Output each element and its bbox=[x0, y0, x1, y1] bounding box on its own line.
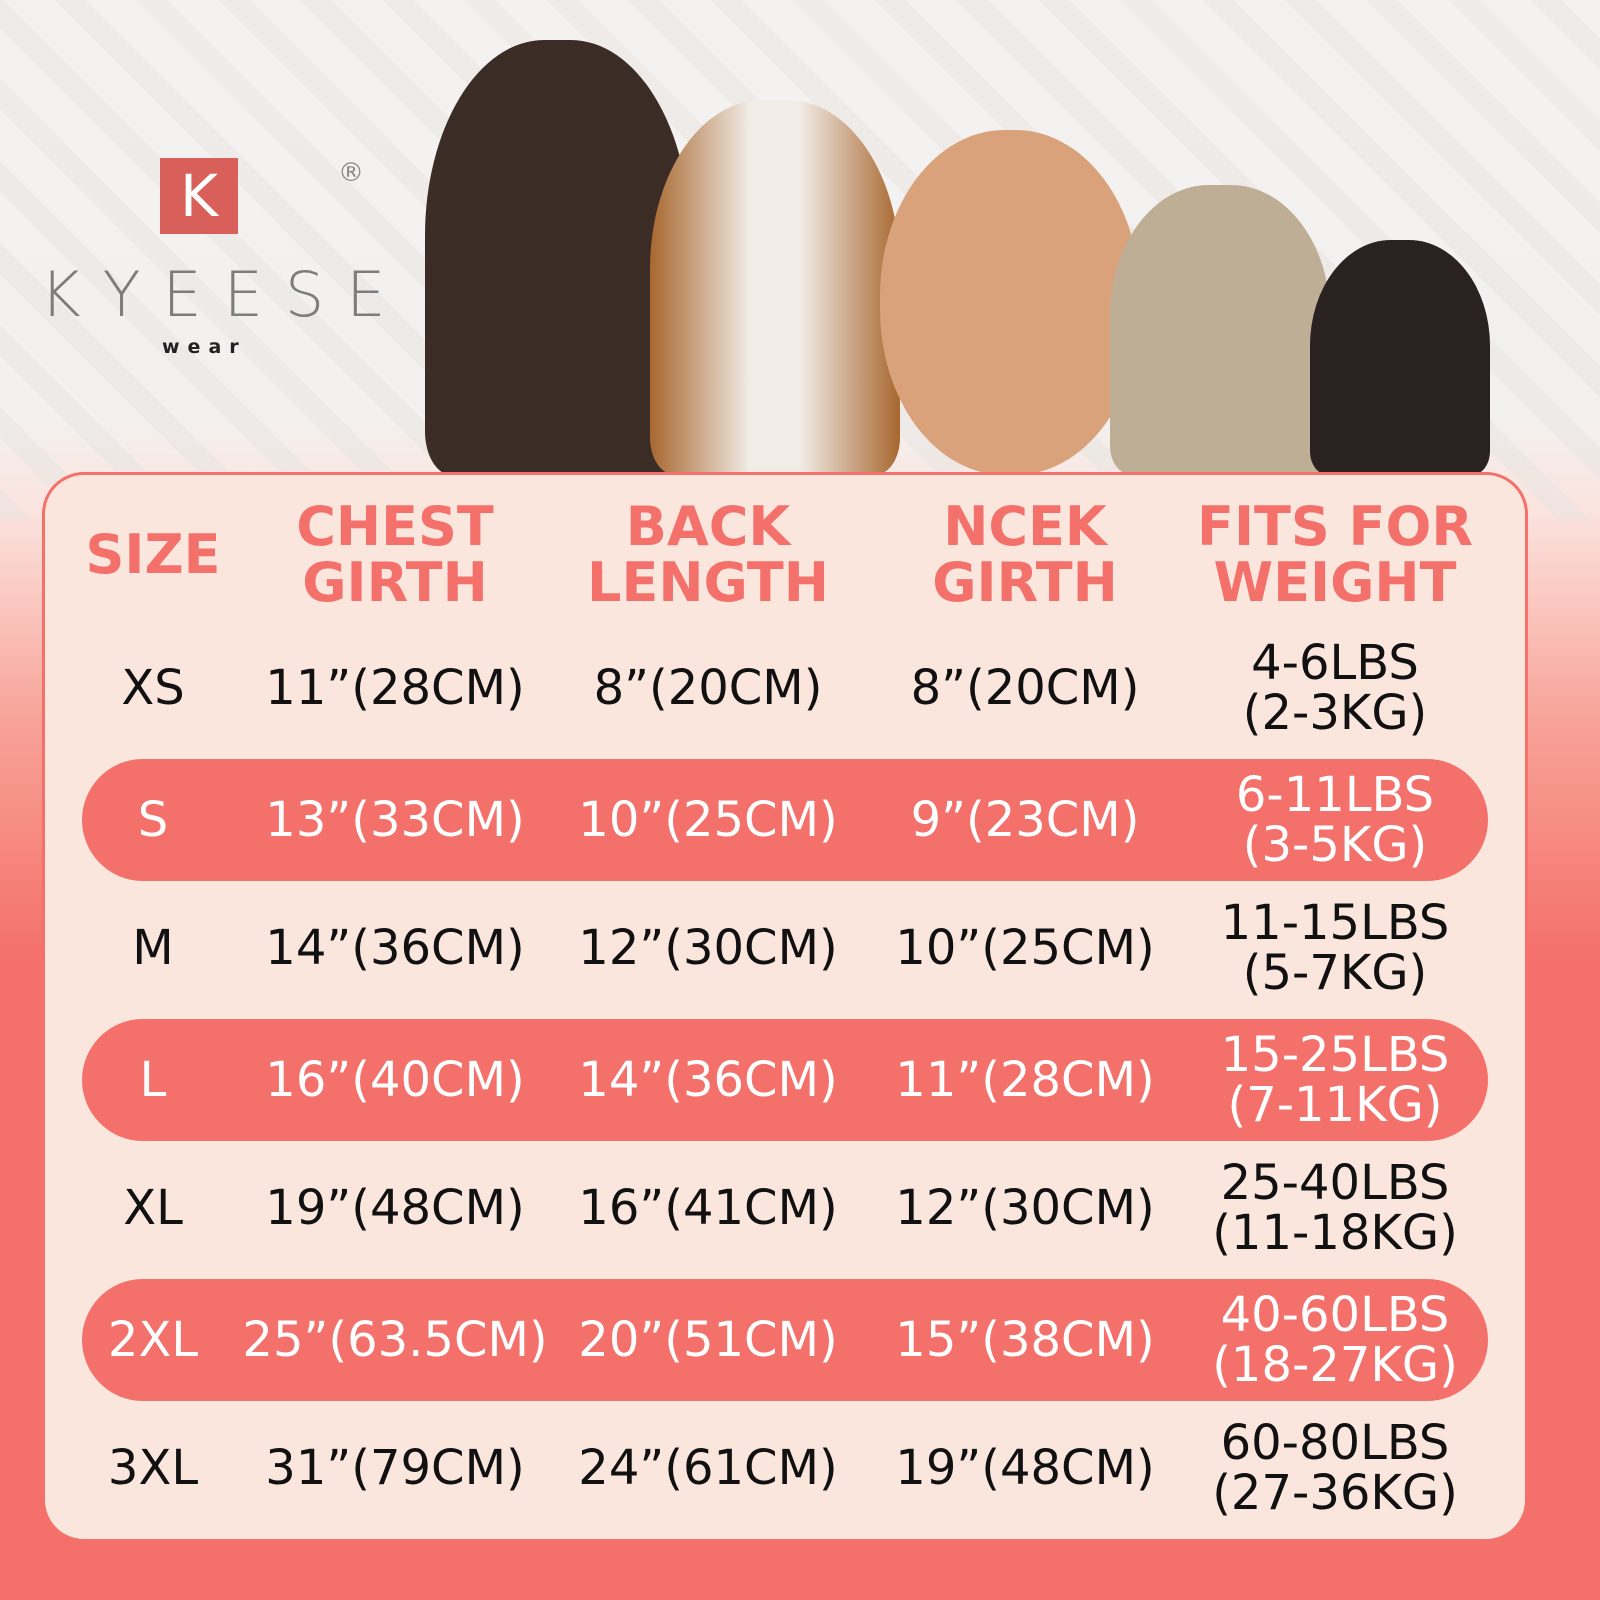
cell-weight: 60-80LBS (27-36KG) bbox=[1212, 1415, 1458, 1521]
registered-mark: ® bbox=[338, 158, 364, 188]
header-size: SIZE bbox=[85, 523, 221, 586]
cell-size: S bbox=[137, 792, 169, 848]
cell-back-length: 10”(25CM) bbox=[578, 792, 838, 848]
cell-neck-girth: 9”(23CM) bbox=[910, 792, 1140, 848]
cell-chest-girth: 13”(33CM) bbox=[265, 792, 525, 848]
cell-size: L bbox=[139, 1052, 167, 1108]
row-highlight bbox=[82, 759, 1488, 881]
row-highlight bbox=[82, 1279, 1488, 1401]
logo-mark: K bbox=[160, 158, 238, 234]
header-chest-girth: CHEST GIRTH bbox=[296, 495, 494, 614]
cell-chest-girth: 14”(36CM) bbox=[265, 920, 525, 976]
terrier-image bbox=[1110, 185, 1330, 475]
cell-neck-girth: 10”(25CM) bbox=[895, 920, 1155, 976]
cell-chest-girth: 25”(63.5CM) bbox=[242, 1312, 548, 1368]
cell-weight: 25-40LBS (11-18KG) bbox=[1212, 1155, 1458, 1261]
beagle-image bbox=[650, 100, 900, 475]
cell-weight: 6-11LBS (3-5KG) bbox=[1235, 767, 1435, 873]
cell-neck-girth: 8”(20CM) bbox=[910, 660, 1140, 716]
chihuahua-image bbox=[1310, 240, 1490, 475]
header-neck-girth: NCEK GIRTH bbox=[932, 495, 1118, 614]
doberman-image bbox=[425, 40, 690, 475]
cell-back-length: 16”(41CM) bbox=[578, 1180, 838, 1236]
cell-neck-girth: 15”(38CM) bbox=[895, 1312, 1155, 1368]
cell-back-length: 20”(51CM) bbox=[578, 1312, 838, 1368]
cell-size: 3XL bbox=[107, 1440, 199, 1496]
cell-back-length: 8”(20CM) bbox=[593, 660, 823, 716]
cell-chest-girth: 19”(48CM) bbox=[265, 1180, 525, 1236]
cell-size: XL bbox=[123, 1180, 183, 1236]
cell-weight: 4-6LBS (2-3KG) bbox=[1242, 635, 1428, 741]
cell-neck-girth: 12”(30CM) bbox=[895, 1180, 1155, 1236]
cell-chest-girth: 16”(40CM) bbox=[265, 1052, 525, 1108]
cell-weight: 11-15LBS (5-7KG) bbox=[1220, 895, 1450, 1001]
brand-logo: K ® KYEESE wear bbox=[40, 150, 385, 370]
cell-size: XS bbox=[121, 660, 185, 716]
cell-size: 2XL bbox=[107, 1312, 199, 1368]
brand-name: KYEESE bbox=[40, 258, 408, 331]
cell-back-length: 14”(36CM) bbox=[578, 1052, 838, 1108]
cell-weight: 15-25LBS (7-11KG) bbox=[1220, 1027, 1450, 1133]
cell-neck-girth: 11”(28CM) bbox=[895, 1052, 1155, 1108]
cell-size: M bbox=[132, 920, 174, 976]
poodle-image bbox=[880, 130, 1140, 475]
cell-back-length: 24”(61CM) bbox=[578, 1440, 838, 1496]
cell-chest-girth: 11”(28CM) bbox=[265, 660, 525, 716]
cell-chest-girth: 31”(79CM) bbox=[265, 1440, 525, 1496]
header-back-length: BACK LENGTH bbox=[587, 495, 829, 614]
cell-neck-girth: 19”(48CM) bbox=[895, 1440, 1155, 1496]
row-highlight bbox=[82, 1019, 1488, 1141]
cell-back-length: 12”(30CM) bbox=[578, 920, 838, 976]
header-weight: FITS FOR WEIGHT bbox=[1197, 495, 1473, 614]
cell-weight: 40-60LBS (18-27KG) bbox=[1212, 1287, 1458, 1393]
brand-subtitle: wear bbox=[162, 336, 247, 358]
